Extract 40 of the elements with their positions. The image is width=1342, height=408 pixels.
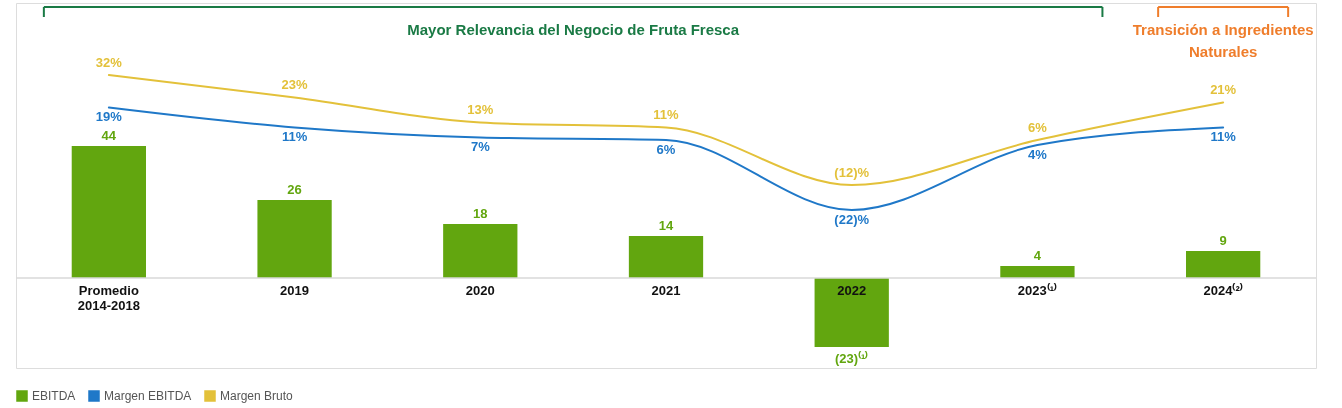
data-label: (22)% [834, 211, 870, 227]
x-tick-label: 2020 [465, 282, 495, 298]
data-label: 6% [1028, 119, 1048, 135]
legend-label: Margen Bruto [220, 389, 294, 403]
data-label: 32% [95, 55, 123, 70]
x-tick-label: 2021 [651, 282, 681, 298]
text: Mayor Relevancia del Negocio de Fruta Fresca [407, 21, 740, 38]
data-label: 6% [656, 141, 676, 157]
data-label: (12)% [834, 164, 870, 180]
bar [1186, 251, 1261, 279]
data-label: 44 [101, 127, 117, 143]
data-label: 4% [1028, 146, 1048, 162]
legend-label: Margen EBITDA [104, 389, 192, 403]
data-label: 11% [281, 129, 308, 145]
data-label: 13% [467, 102, 494, 118]
data-label: 21% [1210, 82, 1237, 98]
data-label: 7% [470, 139, 491, 155]
x-tick-label: Promedio 2014-2018 [77, 282, 140, 313]
bar [71, 145, 146, 279]
data-label: 19% [95, 109, 123, 125]
x-tick-label: 2024⁽²⁾ [1203, 281, 1243, 298]
bar [443, 224, 518, 279]
data-label: 23% [281, 77, 309, 93]
data-label: 11% [1210, 129, 1237, 145]
data-label: 11% [653, 107, 680, 123]
data-label: (23)⁽¹⁾ [834, 350, 869, 367]
text: Transición a Ingredientes Naturales [1132, 21, 1314, 60]
bar [628, 236, 704, 279]
data-label: 26 [287, 181, 302, 197]
data-label: 14 [658, 218, 674, 233]
data-label: 18 [473, 206, 488, 221]
data-label: 4 [1033, 248, 1042, 264]
x-tick-label: 2019 [280, 282, 310, 298]
bar [257, 199, 332, 279]
bar [814, 278, 889, 348]
x-tick-label: 2023⁽¹⁾ [1017, 281, 1058, 298]
legend-label: EBITDA [32, 389, 76, 403]
x-tick-label: 2022 [837, 282, 867, 298]
data-label: 9 [1219, 233, 1227, 248]
bar [1000, 266, 1075, 279]
